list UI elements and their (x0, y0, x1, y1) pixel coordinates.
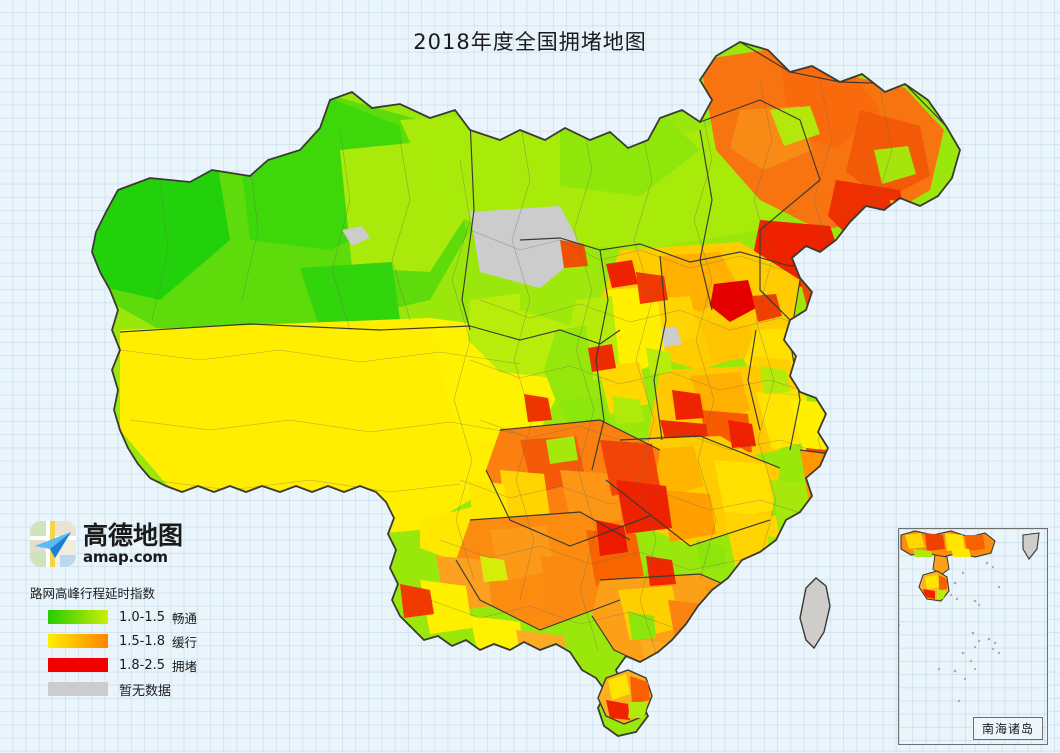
south-china-sea-inset: 南海诸岛 (898, 528, 1048, 745)
legend-title: 路网高峰行程延时指数 (30, 586, 156, 601)
amap-logo-icon (30, 521, 76, 567)
legend-range-slow: 1.5-1.8 (119, 633, 166, 649)
legend-item-congested: 1.8-2.5 拥堵 (30, 656, 245, 674)
map-legend: 高德地图 amap.com 路网高峰行程延时指数 1.0-1.5 畅通 1.5-… (30, 520, 245, 699)
inset-map-graphic (899, 530, 1040, 703)
paper-plane-icon (35, 532, 71, 558)
amap-logo: 高德地图 amap.com (30, 520, 245, 568)
logo-cn-text: 高德地图 (83, 521, 184, 550)
legend-item-nodata: 暂无数据 (30, 680, 245, 699)
legend-range-smooth: 1.0-1.5 (119, 609, 166, 625)
china-national-border (91, 41, 961, 737)
legend-label-slow: 缓行 (172, 634, 198, 650)
legend-swatch-smooth (48, 610, 108, 624)
inset-island-dots (899, 561, 1001, 703)
inset-background-grid (899, 529, 1047, 744)
taiwan-no-data (799, 577, 831, 650)
inset-mainland (900, 530, 996, 602)
legend-label-congested: 拥堵 (172, 658, 198, 674)
logo-en-text: amap.com (83, 548, 168, 566)
legend-swatch-nodata (48, 682, 108, 696)
inset-label: 南海诸岛 (972, 717, 1043, 740)
legend-swatch-congested (48, 658, 108, 672)
legend-swatch-slow (48, 634, 108, 648)
inset-taiwan-sliver (1022, 532, 1040, 560)
legend-label-smooth: 畅通 (172, 610, 198, 626)
legend-item-smooth: 1.0-1.5 畅通 (30, 608, 245, 626)
hainan-island (597, 669, 653, 725)
legend-range-congested: 1.8-2.5 (119, 657, 166, 673)
legend-item-slow: 1.5-1.8 缓行 (30, 632, 245, 650)
legend-label-nodata: 暂无数据 (119, 683, 172, 699)
page-title: 2018年度全国拥堵地图 (413, 30, 647, 54)
